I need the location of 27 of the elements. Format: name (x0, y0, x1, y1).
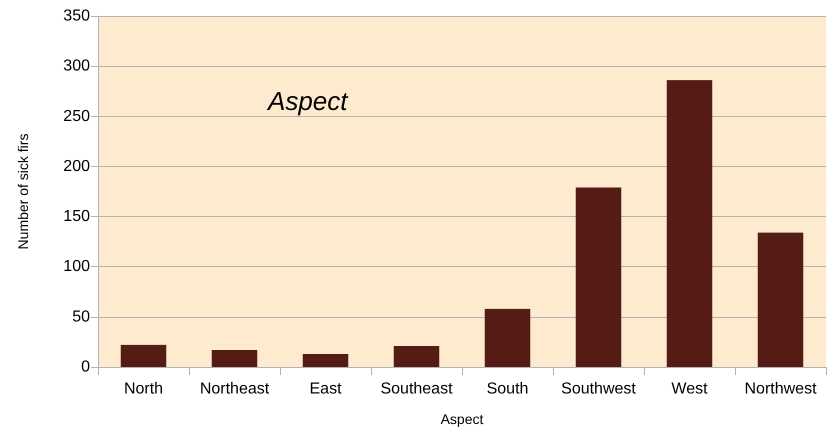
x-tick-label: Southeast (380, 380, 454, 398)
x-tick-label: Northwest (744, 380, 818, 398)
x-tick-label: North (124, 380, 164, 398)
bar (120, 344, 166, 367)
bar (212, 350, 258, 367)
y-tick-label: 250 (63, 108, 90, 125)
y-tick-label: 200 (63, 158, 90, 175)
y-axis-title: Number of sick firs (15, 134, 31, 250)
y-tick-label: 350 (63, 8, 90, 24)
y-tick-label: 100 (63, 258, 90, 276)
bar (576, 187, 622, 367)
y-tick-label: 50 (72, 308, 90, 326)
y-tick-label: 150 (63, 208, 90, 226)
x-tick-label: South (486, 380, 528, 398)
x-tick-label: West (671, 380, 708, 398)
x-axis-title: Aspect (440, 411, 484, 427)
x-tick-label: Southwest (561, 380, 636, 398)
bar (484, 308, 530, 367)
y-tick-label: 300 (63, 58, 90, 75)
bar (302, 354, 348, 367)
bar (758, 232, 804, 367)
x-tick-label: Northeast (200, 380, 270, 398)
bar (666, 80, 712, 367)
x-tick-label: East (309, 380, 342, 398)
y-tick-label: 0 (81, 358, 90, 376)
bar (394, 346, 440, 367)
text: Aspect (266, 86, 350, 116)
